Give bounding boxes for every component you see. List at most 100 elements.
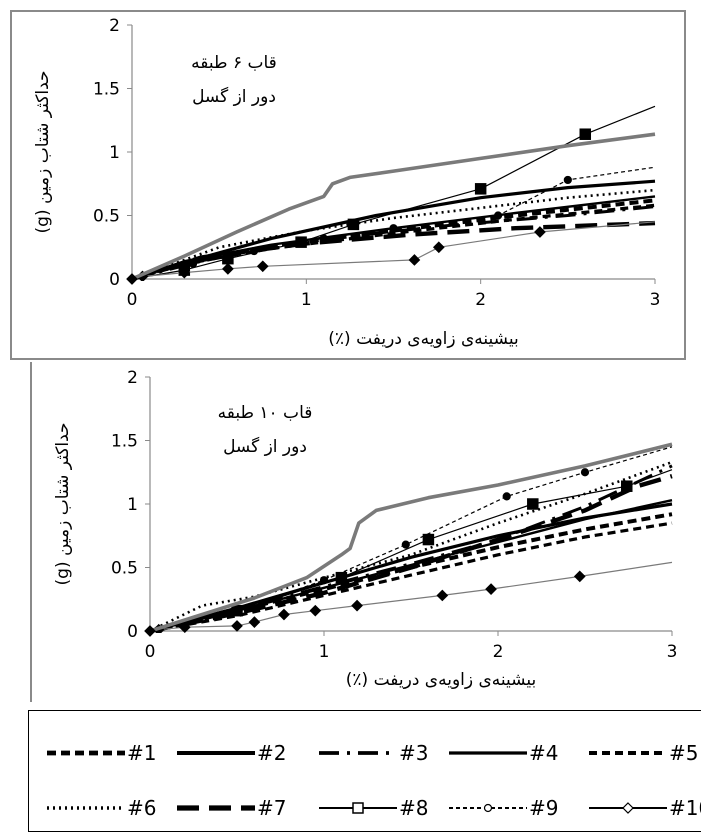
legend-item-9: #9 (449, 796, 558, 820)
data-point (256, 260, 269, 273)
legend-label: #10 (669, 796, 701, 820)
data-point (527, 498, 539, 510)
data-point (502, 492, 511, 501)
annotation-frame: قاب ۱۰ طبقه (218, 403, 313, 423)
legend-label: #1 (127, 741, 156, 765)
data-point (534, 226, 546, 238)
data-point (485, 583, 497, 595)
x-tick-label: 1 (301, 290, 312, 310)
legend-label: #3 (399, 741, 428, 765)
legend-marker (483, 803, 493, 813)
legend-item-2: #2 (177, 741, 286, 765)
series-5 (150, 521, 673, 633)
legend-graphic: #1 #2 #3 #4 #5 #6 #7 #8 #9 #10 (47, 741, 701, 820)
x-tick-label: 0 (127, 290, 138, 310)
legend-item-7: #7 (177, 796, 286, 820)
legend-label: #5 (669, 741, 698, 765)
legend-marker (622, 802, 634, 814)
y-tick-label: 1 (109, 143, 120, 163)
series-gray (150, 442, 673, 633)
series-line-6 (132, 188, 656, 281)
chart-6-story: 0 0.5 1 1.5 2 0 1 2 3 قاب ۶ طبقه دور از گسل بیشینه‌… (33, 16, 661, 349)
series-line-9 (150, 446, 673, 632)
data-point (222, 262, 234, 275)
y-tick-label: 1.5 (93, 80, 120, 100)
legend-item-4: #4 (449, 741, 558, 765)
data-point (188, 259, 198, 268)
series-line-5 (150, 521, 673, 633)
data-point (401, 540, 410, 549)
y-tick-label: 2 (109, 16, 120, 36)
legend-item-5: #5 (589, 741, 698, 765)
data-point (436, 589, 449, 602)
legend-label: #6 (127, 796, 156, 820)
series-3 (132, 205, 656, 281)
legend-label: #9 (529, 796, 558, 820)
y-tick-label: 0 (109, 270, 120, 290)
legend-label: #2 (257, 741, 286, 765)
series-9 (150, 446, 673, 632)
data-point (494, 211, 503, 220)
annotation-site: دور از گسل (192, 86, 276, 107)
data-point (232, 606, 242, 615)
y-tick-label: 1 (127, 495, 138, 515)
annotation-site: دور از گسل (223, 436, 307, 457)
data-point (222, 252, 234, 265)
data-point-origin (144, 625, 156, 637)
data-point-origin (126, 273, 138, 285)
plot-area (150, 442, 673, 633)
x-tick-label: 0 (145, 642, 156, 662)
data-point (621, 480, 633, 492)
y-tick-label: 0.5 (111, 559, 138, 579)
chart-10-story: 0 0.5 1 1.5 2 0 1 2 3 قاب ۱۰ طبقه دور از گسل بیشینه… (53, 368, 678, 690)
data-point (579, 128, 592, 140)
x-tick-label: 1 (319, 642, 330, 662)
data-point (408, 254, 421, 266)
data-point (309, 604, 322, 617)
y-tick-label: 0 (127, 622, 138, 642)
data-point (351, 599, 363, 612)
y-axis-label: حداکثر شتاب زمین (g) (53, 423, 73, 586)
y-tick-label: 2 (127, 368, 138, 388)
data-point (335, 571, 348, 584)
data-point (178, 266, 191, 279)
x-tick-label: 3 (667, 642, 678, 662)
y-tick-label: 0.5 (93, 207, 120, 227)
series-line-gray (132, 132, 656, 281)
chart-panel-6-story: 0 0.5 1 1.5 2 0 1 2 3 قاب ۶ طبقه دور از گسل بیشینه‌… (10, 10, 686, 360)
series-line-10 (150, 561, 673, 632)
data-point (248, 616, 261, 628)
y-axis-label: حداکثر شتاب زمین (g) (33, 71, 53, 234)
data-point (422, 533, 435, 546)
annotation-frame: قاب ۶ طبقه (191, 53, 277, 73)
x-axis-label: بیشینه‌ی زاویه‌ی دریفت (٪) (328, 329, 518, 349)
data-point (278, 608, 290, 621)
legend-item-8: #8 (319, 796, 428, 820)
x-tick-label: 3 (650, 290, 661, 310)
y-tick-label: 1.5 (111, 432, 138, 452)
data-point (573, 570, 586, 583)
data-point (319, 576, 329, 585)
series-8 (132, 105, 656, 280)
legend-item-10: #10 (589, 796, 701, 820)
legend: #1 #2 #3 #4 #5 #6 #7 #8 #9 #10 (28, 710, 701, 832)
legend-item-6: #6 (47, 796, 156, 820)
data-point (432, 241, 445, 254)
legend-marker (352, 802, 364, 814)
data-point (389, 224, 398, 233)
data-point (563, 175, 572, 185)
series-line-gray (150, 442, 673, 633)
series-6 (132, 188, 656, 281)
legend-label: #4 (529, 741, 558, 765)
data-point (231, 620, 243, 632)
series-line-8 (132, 105, 656, 280)
x-tick-label: 2 (493, 642, 504, 662)
data-point (474, 183, 487, 195)
series-10 (132, 221, 656, 281)
legend-item-3: #3 (319, 741, 428, 765)
legend-label: #8 (399, 796, 428, 820)
plot-area (132, 105, 656, 281)
series-line-9 (132, 166, 656, 280)
data-point (178, 621, 191, 633)
legend-label: #7 (257, 796, 286, 820)
